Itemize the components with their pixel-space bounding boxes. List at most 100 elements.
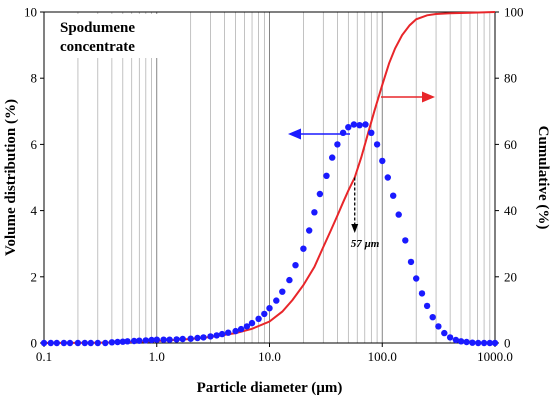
y-left-axis-title: Volume distribution (%)	[3, 99, 19, 256]
distribution-point	[136, 337, 143, 344]
d50-marker: 57 µm	[351, 177, 380, 250]
distribution-point	[237, 325, 245, 333]
distribution-point	[160, 336, 167, 343]
distribution-point	[81, 339, 89, 347]
distribution-point	[286, 276, 293, 284]
distribution-point	[441, 329, 448, 337]
distribution-point	[248, 319, 256, 327]
y-right-tick-label: 20	[504, 269, 517, 284]
distribution-point	[316, 190, 324, 198]
distribution-point	[457, 338, 465, 345]
right-axis-arrow	[381, 91, 435, 103]
distribution-point	[218, 330, 226, 338]
y-left-tick-label: 0	[31, 336, 38, 351]
note-box: Spodumene concentrate	[54, 14, 160, 58]
distribution-point	[47, 339, 54, 347]
distribution-point	[452, 336, 460, 344]
d50-arrow-head	[351, 224, 359, 233]
y-left-tick-label: 6	[31, 137, 38, 152]
distribution-point	[407, 258, 415, 266]
distribution-point	[66, 339, 74, 347]
distribution-point	[232, 327, 239, 335]
distribution-point	[311, 209, 318, 216]
distribution-point	[491, 339, 499, 347]
distribution-point	[153, 336, 160, 343]
distribution-point	[334, 141, 341, 148]
note-background	[54, 14, 160, 58]
distribution-point	[384, 174, 391, 181]
distribution-point	[395, 211, 402, 218]
distribution-point	[379, 157, 386, 165]
distribution-point	[60, 339, 68, 347]
distribution-point	[124, 338, 131, 345]
distribution-point	[130, 337, 138, 345]
distribution-point	[402, 237, 409, 244]
distribution-point	[255, 315, 262, 322]
distribution-point	[323, 172, 330, 179]
distribution-point	[390, 192, 397, 199]
distribution-point	[362, 121, 369, 128]
d50-label: 57 µm	[351, 238, 380, 250]
distribution-point	[266, 305, 273, 312]
distribution-point	[200, 334, 207, 341]
distribution-point	[423, 302, 431, 310]
x-tick-label: 100.0	[368, 349, 397, 364]
distribution-point	[94, 339, 102, 347]
distribution-point	[261, 310, 268, 318]
distribution-point	[213, 332, 220, 339]
distribution-point	[119, 338, 127, 345]
distribution-point	[173, 336, 180, 343]
x-tick-label: 10.0	[258, 349, 281, 364]
y-left-tick-label: 4	[31, 203, 38, 218]
distribution-point	[74, 339, 82, 347]
left-axis-arrow	[288, 128, 350, 140]
distribution-markers	[40, 121, 499, 347]
distribution-point	[102, 339, 109, 347]
y-right-tick-label: 100	[504, 5, 524, 20]
distribution-point	[368, 129, 375, 136]
distribution-point	[429, 314, 436, 321]
distribution-point	[207, 333, 214, 340]
distribution-point	[345, 124, 352, 131]
distribution-point	[329, 154, 336, 161]
distribution-point	[373, 141, 381, 148]
distribution-point	[148, 336, 155, 344]
distribution-point	[225, 329, 232, 336]
x-tick-label: 0.1	[36, 349, 52, 364]
distribution-point	[243, 323, 251, 330]
x-axis-title: Particle diameter (µm)	[197, 380, 343, 396]
distribution-point	[475, 339, 482, 347]
x-tick-label: 1000.0	[477, 349, 513, 364]
distribution-point	[306, 227, 313, 234]
right-arrow-head	[422, 91, 435, 103]
distribution-point	[469, 339, 476, 346]
y-right-axis-title: Cumulative (%)	[535, 126, 550, 230]
distribution-point	[194, 334, 201, 342]
x-tick-label: 1.0	[149, 349, 165, 364]
distribution-point	[463, 338, 470, 346]
distribution-point	[413, 275, 420, 282]
distribution-point	[292, 262, 299, 269]
distribution-point	[486, 339, 493, 347]
y-right-tick-label: 40	[504, 203, 517, 218]
distribution-point	[53, 339, 60, 347]
note-line-2: concentrate	[60, 39, 135, 55]
distribution-point	[273, 297, 280, 304]
y-left-tick-label: 2	[31, 269, 38, 284]
distribution-point	[339, 129, 347, 136]
distribution-point	[142, 337, 149, 344]
distribution-point	[40, 339, 48, 347]
distribution-point	[179, 335, 186, 343]
grid	[77, 12, 491, 343]
left-arrow-head	[288, 128, 301, 140]
distribution-point	[114, 338, 121, 346]
distribution-point	[435, 323, 442, 330]
distribution-point	[350, 121, 358, 128]
distribution-point	[166, 336, 173, 343]
distribution-point	[108, 339, 116, 346]
distribution-point	[279, 288, 286, 295]
y-right-tick-label: 0	[504, 336, 511, 351]
y-right-tick-label: 60	[504, 137, 517, 152]
